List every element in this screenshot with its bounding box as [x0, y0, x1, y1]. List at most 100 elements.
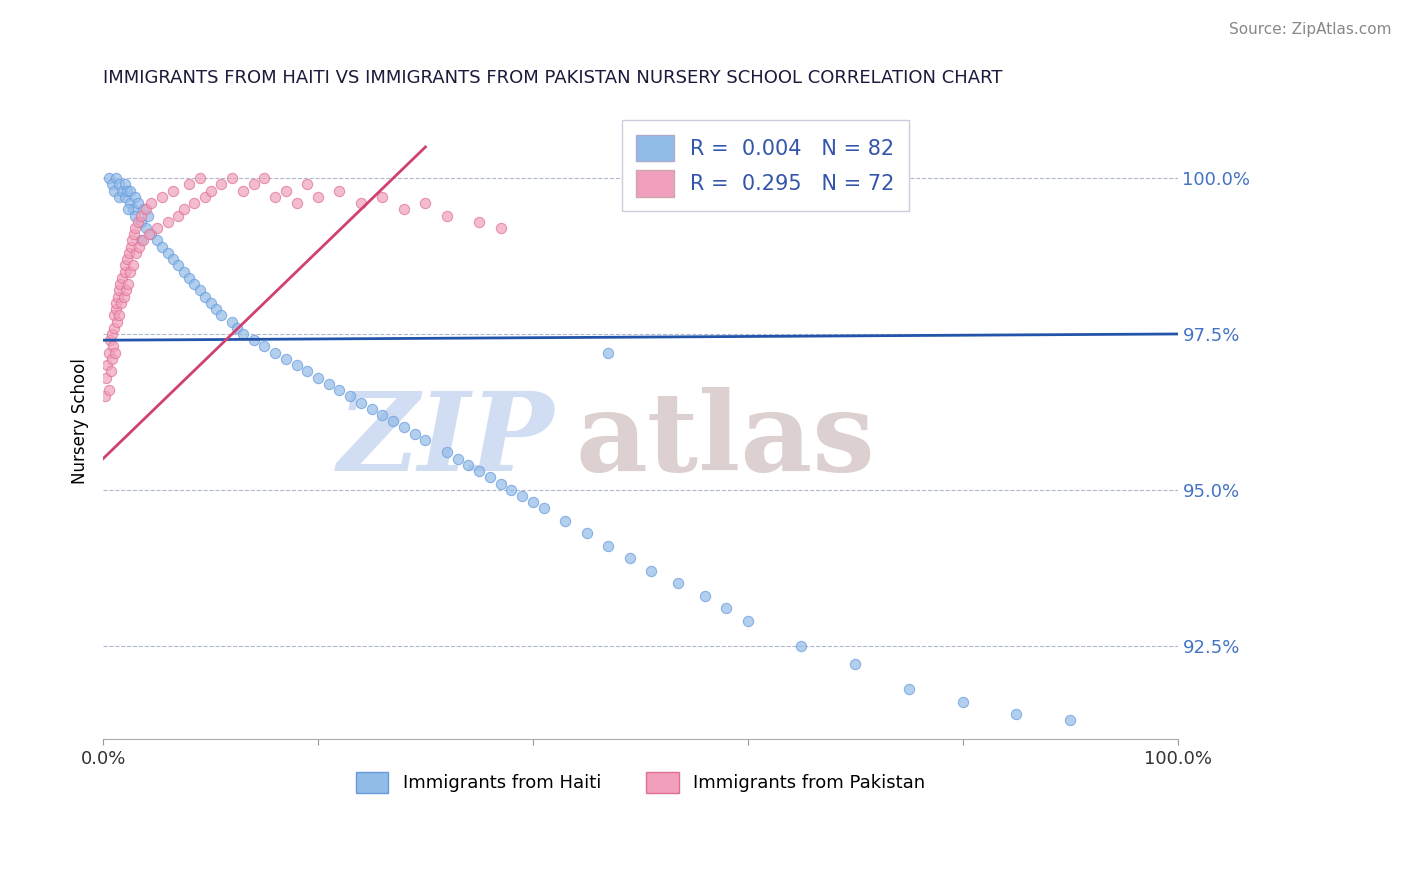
Point — [124, 209, 146, 223]
Point — [328, 383, 350, 397]
Point — [693, 589, 716, 603]
Point — [436, 209, 458, 223]
Point — [129, 209, 152, 223]
Point — [297, 364, 319, 378]
Point — [114, 178, 136, 192]
Point — [108, 308, 131, 322]
Text: Source: ZipAtlas.com: Source: ZipAtlas.com — [1229, 22, 1392, 37]
Point — [318, 376, 340, 391]
Point — [118, 265, 141, 279]
Point — [382, 414, 405, 428]
Point — [468, 215, 491, 229]
Text: IMMIGRANTS FROM HAITI VS IMMIGRANTS FROM PAKISTAN NURSERY SCHOOL CORRELATION CHA: IMMIGRANTS FROM HAITI VS IMMIGRANTS FROM… — [103, 69, 1002, 87]
Point — [108, 178, 131, 192]
Point — [97, 345, 120, 359]
Point — [194, 289, 217, 303]
Point — [117, 277, 139, 292]
Point — [598, 539, 620, 553]
Point — [264, 190, 287, 204]
Point — [100, 351, 122, 366]
Point — [533, 501, 555, 516]
Point — [242, 178, 264, 192]
Point — [105, 295, 128, 310]
Point — [468, 464, 491, 478]
Point — [129, 234, 152, 248]
Point — [141, 196, 163, 211]
Point — [457, 458, 479, 472]
Point — [619, 551, 641, 566]
Point — [392, 420, 415, 434]
Point — [1005, 707, 1028, 722]
Point — [598, 345, 620, 359]
Point — [111, 184, 134, 198]
Point — [121, 234, 143, 248]
Point — [232, 326, 254, 341]
Point — [114, 265, 136, 279]
Point — [105, 171, 128, 186]
Point — [103, 320, 125, 334]
Point — [100, 178, 122, 192]
Point — [274, 184, 297, 198]
Point — [122, 202, 145, 217]
Point — [478, 470, 501, 484]
Point — [177, 178, 200, 192]
Point — [124, 190, 146, 204]
Point — [188, 283, 211, 297]
Point — [209, 178, 232, 192]
Point — [112, 289, 135, 303]
Point — [108, 190, 131, 204]
Point — [194, 190, 217, 204]
Point — [575, 526, 598, 541]
Point — [125, 246, 148, 260]
Point — [200, 184, 222, 198]
Point — [100, 364, 122, 378]
Point — [737, 614, 759, 628]
Point — [640, 564, 662, 578]
Point — [952, 695, 974, 709]
Point — [124, 221, 146, 235]
Point — [97, 383, 120, 397]
Point — [101, 339, 124, 353]
Text: ZIP: ZIP — [337, 386, 554, 494]
Point — [173, 202, 195, 217]
Point — [115, 252, 138, 267]
Point — [156, 246, 179, 260]
Point — [146, 221, 169, 235]
Point — [162, 252, 184, 267]
Point — [104, 345, 127, 359]
Point — [666, 576, 689, 591]
Point — [404, 426, 426, 441]
Point — [1059, 714, 1081, 728]
Point — [141, 227, 163, 242]
Point — [510, 489, 533, 503]
Point — [117, 202, 139, 217]
Point — [128, 240, 150, 254]
Point — [221, 314, 243, 328]
Point — [177, 271, 200, 285]
Point — [489, 476, 512, 491]
Point — [897, 682, 920, 697]
Point — [115, 184, 138, 198]
Point — [118, 246, 141, 260]
Point — [105, 314, 128, 328]
Point — [97, 171, 120, 186]
Point — [350, 395, 373, 409]
Point — [94, 389, 117, 403]
Point — [107, 289, 129, 303]
Point — [136, 209, 159, 223]
Point — [135, 202, 157, 217]
Point — [716, 601, 738, 615]
Point — [183, 277, 205, 292]
Point — [350, 196, 373, 211]
Point — [188, 171, 211, 186]
Y-axis label: Nursery School: Nursery School — [72, 359, 89, 484]
Point — [242, 333, 264, 347]
Point — [100, 326, 122, 341]
Point — [392, 202, 415, 217]
Point — [274, 351, 297, 366]
Point — [114, 190, 136, 204]
Point — [200, 295, 222, 310]
Point — [253, 339, 276, 353]
Point — [111, 271, 134, 285]
Point — [127, 196, 149, 211]
